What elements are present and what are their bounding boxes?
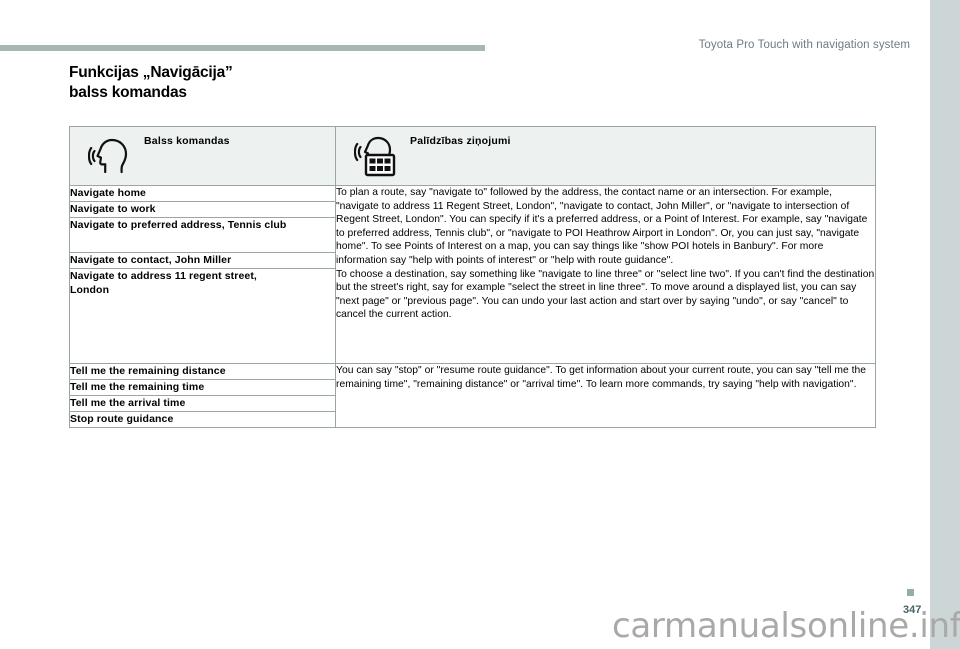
command-arrival-time: Tell me the arrival time xyxy=(69,395,336,412)
command-navigate-preferred-address: Navigate to preferred address, Tennis cl… xyxy=(69,217,336,253)
help-message-route-info: You can say "stop" or "resume route guid… xyxy=(335,363,876,428)
speaking-head-icon xyxy=(87,135,140,179)
command-navigate-to-work: Navigate to work xyxy=(69,201,336,218)
page-title: Funkcijas „Navigācija” balss komandas xyxy=(69,63,233,103)
table-header-row: Balss komandas xyxy=(69,126,876,186)
table-row: Navigate to contact, John Miller xyxy=(69,252,876,269)
command-navigate-address: Navigate to address 11 regent street, Lo… xyxy=(69,268,336,364)
header-cell-messages: Palīdzības ziņojumi xyxy=(335,126,876,186)
command-navigate-contact: Navigate to contact, John Miller xyxy=(69,252,336,269)
page-title-line-2: balss komandas xyxy=(69,84,187,101)
help-paragraph-3: You can say "stop" or "resume route guid… xyxy=(336,365,867,390)
header-cell-commands: Balss komandas xyxy=(69,126,336,186)
voice-commands-table: Balss komandas xyxy=(69,126,876,428)
help-message-navigation: To plan a route, say "navigate to" follo… xyxy=(335,185,876,364)
table-row: Stop route guidance xyxy=(69,411,876,428)
footer-marker-square xyxy=(907,589,914,596)
header-system-name: Toyota Pro Touch with navigation system xyxy=(698,39,910,51)
header-rule xyxy=(0,45,485,51)
help-paragraph-1: To plan a route, say "navigate to" follo… xyxy=(336,187,868,266)
speaking-head-with-screen-icon xyxy=(353,135,406,179)
header-label-messages: Palīdzības ziņojumi xyxy=(410,135,511,147)
right-edge-strip xyxy=(930,0,960,649)
page-number: 347 xyxy=(903,604,922,616)
command-stop-route-guidance: Stop route guidance xyxy=(69,411,336,428)
table-row: Navigate to address 11 regent street, Lo… xyxy=(69,268,876,364)
table-row: Tell me the arrival time xyxy=(69,395,876,412)
help-paragraph-2: To choose a destination, say something l… xyxy=(336,268,875,321)
watermark: carmanualsonline.info xyxy=(612,606,960,646)
table-row: Tell me the remaining distance You can s… xyxy=(69,363,876,428)
command-remaining-distance: Tell me the remaining distance xyxy=(69,363,336,380)
command-navigate-home: Navigate home xyxy=(69,185,336,202)
command-remaining-time: Tell me the remaining time xyxy=(69,379,336,396)
page-title-line-1: Funkcijas „Navigācija” xyxy=(69,64,233,81)
table-row: Navigate home To plan a route, say "navi… xyxy=(69,185,876,364)
header-label-commands: Balss komandas xyxy=(144,135,230,147)
